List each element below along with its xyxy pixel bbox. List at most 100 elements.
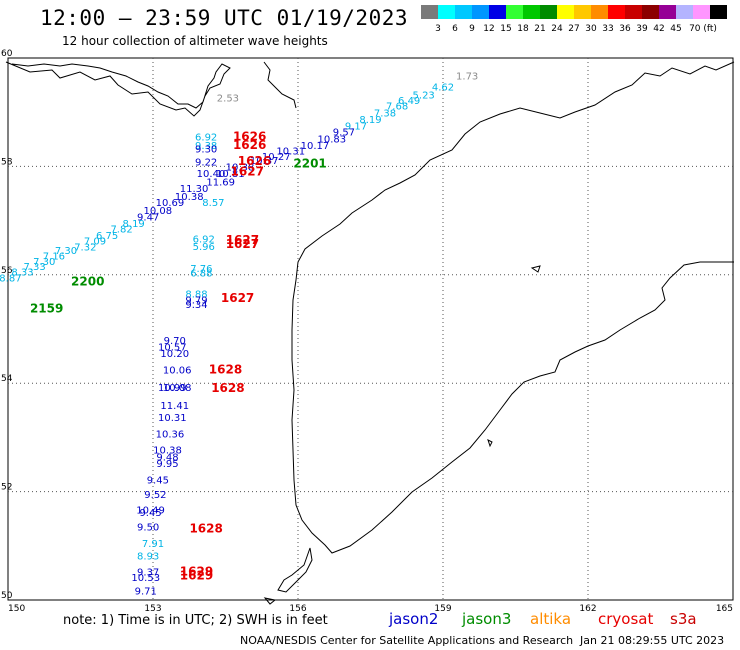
map-title: 12:00 – 23:59 UTC 01/19/2023: [40, 6, 409, 30]
wave-height-value: 10.27: [262, 152, 291, 163]
legend-altika: altika: [530, 610, 572, 628]
kamchatka-coastline: [291, 61, 735, 554]
wave-height-value: 4.62: [432, 83, 454, 94]
map-frame: [7, 57, 734, 601]
colorbar-tick-label: 36: [619, 24, 631, 34]
wave-height-value: 7.76: [190, 264, 212, 275]
wave-height-value: 8.19: [123, 219, 145, 230]
wave-height-value: 2.53: [217, 93, 239, 104]
kuril-island: [263, 597, 277, 605]
colorbar-tick-label: 70 (ft): [689, 24, 717, 34]
pass-time-label: 1626: [233, 138, 266, 152]
wave-height-value: 8.93: [137, 551, 159, 562]
colorbar-tick-label: 15: [500, 24, 512, 34]
wave-height-value: 10.53: [131, 573, 160, 584]
wave-height-value: 10.99: [158, 383, 187, 394]
wave-height-value: 10.40: [197, 169, 226, 180]
latitude-label: 54: [1, 374, 13, 384]
footer-note: note: 1) Time is in UTC; 2) SWH is in fe…: [63, 613, 328, 628]
wave-height-value: 7.30: [55, 246, 77, 257]
wave-height-value: 9.45: [139, 508, 161, 519]
colorbar-tick-label: 24: [551, 24, 563, 34]
pass-time-label: 1627: [221, 291, 254, 305]
credit-text: NOAA/NESDIS Center for Satellite Applica…: [240, 634, 574, 647]
wave-height-value: 10.08: [163, 383, 192, 394]
wave-height-value: 6.75: [96, 231, 118, 242]
wave-height-value: 6.92: [193, 234, 215, 245]
wave-height-value: 11.69: [206, 177, 235, 188]
latitude-label: 58: [1, 157, 13, 167]
wave-height-value: 10.31: [158, 413, 187, 424]
wave-height-labels: 1.734.625.236.497.687.388.199.179.5710.8…: [0, 72, 478, 598]
wave-height-value: 9.79: [185, 296, 207, 307]
longitude-label: 165: [716, 604, 733, 614]
wave-height-value: 9.95: [156, 459, 178, 470]
wave-height-value: 8.33: [11, 267, 33, 278]
colorbar-swatch: [642, 5, 659, 19]
latitude-label: 56: [1, 266, 13, 276]
pass-time-label: 2201: [293, 156, 326, 170]
wave-height-value: 9.57: [333, 128, 355, 139]
wave-height-value: 11.30: [180, 184, 209, 195]
wave-height-value: 7.16: [43, 252, 65, 263]
legend-jason2: jason2: [389, 610, 439, 628]
legend-jason3: jason3: [462, 610, 512, 628]
colorbar-swatch: [489, 5, 506, 19]
colorbar-swatch: [574, 5, 591, 19]
colorbar-swatch: [506, 5, 523, 19]
wave-height-value: 9.45: [147, 475, 169, 486]
wave-height-value: 9.71: [135, 587, 157, 598]
wave-height-value: 9.48: [156, 453, 178, 464]
wave-height-value: 10.31: [276, 146, 305, 157]
wave-height-value: 9.70: [164, 336, 186, 347]
wave-height-value: 10.37: [250, 156, 279, 167]
colorbar-tick-label: 45: [670, 24, 682, 34]
graticule: 150 153 156 159 162 165 60 58 56 54 52 50: [1, 49, 734, 614]
wave-height-value: 9.34: [185, 300, 207, 311]
wave-height-value: 10.38: [175, 192, 204, 203]
wave-height-value: 9.17: [345, 122, 367, 133]
taui-bay-coastline: [263, 61, 297, 109]
pass-time-label: 1628: [189, 521, 222, 535]
wave-height-value: 8.19: [359, 115, 381, 126]
wave-height-value: 11.41: [160, 401, 189, 412]
colorbar-tick-label: 12: [483, 24, 495, 34]
pass-time-label: 1628: [211, 381, 244, 395]
legend-cryosat: cryosat: [598, 610, 654, 628]
wave-height-value: 7.09: [84, 236, 106, 247]
pass-time-label: 1627: [226, 237, 259, 251]
wave-height-value: 10.17: [301, 141, 330, 152]
wave-height-value: 9.47: [137, 213, 159, 224]
colorbar-swatch: [455, 5, 472, 19]
colorbar-tick-label: 6: [452, 24, 458, 34]
colorbar-tick-label: 33: [602, 24, 614, 34]
wave-height-value: 5.23: [413, 91, 435, 102]
longitude-label: 150: [8, 604, 25, 614]
colorbar-tick-label: 3: [435, 24, 441, 34]
colorbar-swatch: [591, 5, 608, 19]
wave-height-value: 10.38: [153, 446, 182, 457]
colorbar-swatch: [608, 5, 625, 19]
colorbar-tick-label: 18: [517, 24, 529, 34]
wave-height-value: 10.06: [163, 365, 192, 376]
colorbar-swatch: [710, 5, 727, 19]
colorbar-tick-label: 39: [636, 24, 648, 34]
colorbar-swatch: [676, 5, 693, 19]
latitude-label: 60: [1, 49, 13, 59]
generated-timestamp: Jan 21 08:29:55 UTC 2023: [580, 634, 725, 647]
pass-time-label: 1627: [226, 233, 259, 247]
map-subtitle: 12 hour collection of altimeter wave hei…: [62, 34, 328, 48]
latitude-label: 50: [1, 591, 13, 601]
longitude-label: 162: [579, 604, 596, 614]
longitude-label: 156: [289, 604, 306, 614]
colorbar-tick-label: 9: [469, 24, 475, 34]
wave-height-value: 7.38: [374, 109, 396, 120]
colorbar-swatch: [438, 5, 455, 19]
longitude-label: 153: [144, 604, 161, 614]
wave-height-value: 10.69: [156, 198, 185, 209]
wave-height-value: 10.83: [318, 135, 347, 146]
longitude-label: 159: [434, 604, 451, 614]
wave-height-value: 10.36: [156, 429, 185, 440]
wave-height-value: 10.08: [144, 206, 173, 217]
